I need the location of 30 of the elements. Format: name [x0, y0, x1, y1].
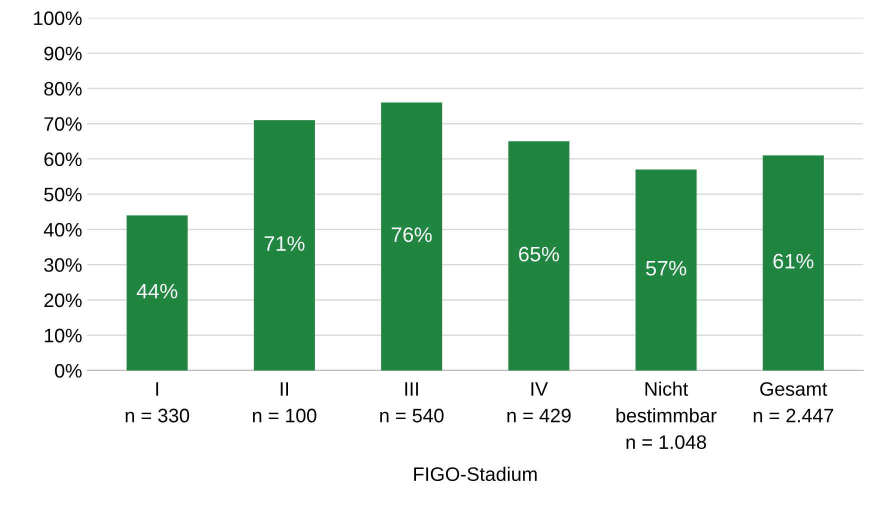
x-tick-label: Nicht bestimmbar n = 1.048	[616, 382, 717, 450]
y-tick-label: 40%	[44, 222, 82, 237]
x-axis-title: FIGO-Stadium	[414, 466, 537, 482]
y-tick-label: 90%	[44, 46, 82, 60]
x-tick-label: I n = 330	[126, 382, 190, 422]
bar	[254, 120, 315, 370]
y-tick-label: 50%	[44, 188, 82, 202]
y-tick-label: 20%	[44, 293, 82, 308]
y-tick-label: 80%	[44, 82, 82, 96]
y-tick-label: 100%	[34, 11, 82, 26]
y-tick-label: 70%	[44, 117, 82, 131]
y-tick-label: 0%	[54, 364, 82, 378]
data-label: 44%	[136, 284, 178, 298]
data-label: 57%	[646, 260, 686, 276]
y-tick-label: 60%	[44, 152, 82, 166]
bar	[636, 170, 697, 370]
bar	[381, 102, 442, 370]
y-tick-label: 10%	[44, 328, 82, 342]
bar	[126, 215, 188, 370]
y-tick-label: 30%	[44, 258, 82, 272]
data-label: 71%	[264, 236, 305, 251]
bar	[508, 141, 570, 370]
bar	[762, 155, 824, 370]
x-tick-label: III n = 540	[380, 382, 444, 422]
data-label: 61%	[774, 254, 814, 269]
x-tick-label: Gesamt n = 2.447	[754, 382, 834, 422]
data-label: 65%	[519, 246, 559, 262]
x-tick-label: II n = 100	[252, 382, 316, 422]
data-label: 76%	[392, 227, 432, 242]
x-tick-label: IV n = 429	[507, 382, 571, 422]
